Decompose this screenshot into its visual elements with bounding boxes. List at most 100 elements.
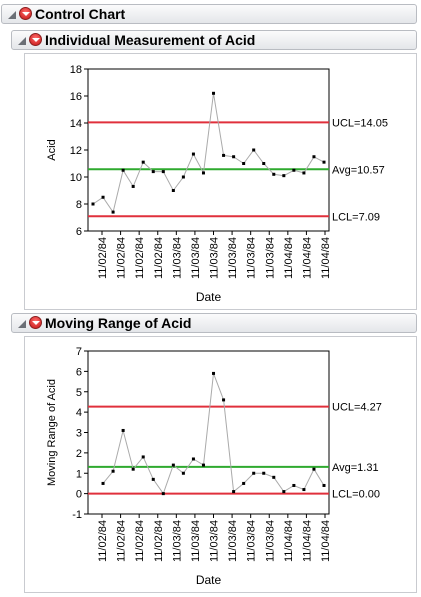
x-tick-label: 11/04/84 <box>283 520 295 562</box>
red-triangle-menu-icon[interactable] <box>19 7 32 20</box>
data-point <box>151 477 155 481</box>
data-point <box>101 195 105 199</box>
data-point <box>111 469 115 473</box>
x-tick-label: 11/03/84 <box>227 237 239 279</box>
x-tick-label: 11/04/84 <box>301 237 313 279</box>
data-point <box>242 162 246 165</box>
data-point <box>262 162 266 165</box>
data-point <box>222 398 226 402</box>
x-tick-label: 11/03/84 <box>246 520 258 562</box>
avg-label: Avg=1.31 <box>332 462 379 474</box>
x-tick-label: 11/04/84 <box>320 520 332 562</box>
data-point <box>212 91 216 95</box>
y-tick-label: 7 <box>76 346 82 358</box>
y-tick-label: 12 <box>70 145 82 157</box>
report-header-bar: Control Chart <box>1 4 417 24</box>
data-point <box>232 490 236 494</box>
x-tick-label: 11/03/84 <box>264 520 276 562</box>
x-tick-label: 11/02/84 <box>134 520 146 562</box>
data-point <box>131 467 135 471</box>
data-point <box>322 160 326 164</box>
data-point <box>171 463 175 467</box>
data-point <box>252 471 256 475</box>
data-point <box>171 189 175 192</box>
ucl-label: UCL=4.27 <box>332 402 382 414</box>
data-point <box>181 175 185 179</box>
y-tick-label: 6 <box>76 226 82 238</box>
y-tick-label: 6 <box>76 366 82 378</box>
x-tick-label: 11/02/84 <box>153 237 165 279</box>
x-axis-label: Date <box>196 573 222 587</box>
avg-label: Avg=10.57 <box>332 164 385 176</box>
plot-frame <box>87 350 330 515</box>
data-point <box>212 371 216 375</box>
data-point <box>272 475 276 479</box>
x-tick-label: 11/03/84 <box>209 520 221 562</box>
x-tick-label: 11/03/84 <box>171 237 183 279</box>
data-point <box>312 155 316 159</box>
data-point <box>151 170 155 174</box>
data-point <box>262 471 266 475</box>
x-tick-label: 11/02/84 <box>116 237 128 279</box>
x-tick-label: 11/04/84 <box>301 520 313 562</box>
x-tick-label: 11/03/84 <box>171 520 183 562</box>
x-tick-label: 11/03/84 <box>227 520 239 562</box>
x-tick-label: 11/02/84 <box>97 520 109 562</box>
y-tick-label: 14 <box>70 118 82 130</box>
series-line <box>102 373 325 495</box>
data-point <box>242 481 246 485</box>
y-tick-label: 18 <box>70 64 82 76</box>
data-point <box>201 463 205 467</box>
x-tick-label: 11/04/84 <box>283 237 295 279</box>
lcl-label: LCL=0.00 <box>332 489 380 501</box>
chart1-panel <box>24 53 417 310</box>
x-tick-label: 11/04/84 <box>320 237 332 279</box>
x-tick-label: 11/03/84 <box>190 237 202 279</box>
chart2-title: Moving Range of Acid <box>45 315 192 331</box>
red-triangle-menu-icon[interactable] <box>29 316 42 329</box>
red-triangle-menu-icon[interactable] <box>29 33 42 46</box>
y-tick-label: 0 <box>76 489 82 501</box>
data-point <box>121 168 125 172</box>
data-point <box>131 184 135 188</box>
data-point <box>91 202 95 206</box>
x-tick-label: 11/03/84 <box>190 520 202 562</box>
data-point <box>161 492 165 496</box>
disclosure-triangle-icon[interactable] <box>18 37 26 45</box>
x-tick-label: 11/03/84 <box>264 237 276 279</box>
x-tick-label: 11/02/84 <box>153 520 165 562</box>
data-point <box>111 210 115 214</box>
data-point <box>222 153 226 157</box>
y-tick-label: 4 <box>76 407 82 419</box>
series-line <box>92 93 325 214</box>
data-point <box>141 455 145 459</box>
data-point <box>302 488 306 492</box>
data-point <box>232 155 236 159</box>
y-tick-label: 8 <box>76 199 82 211</box>
data-point <box>282 490 286 494</box>
data-point <box>161 170 165 174</box>
y-tick-label: 3 <box>76 428 82 440</box>
y-axis-label: Moving Range of Acid <box>46 379 58 486</box>
y-tick-label: 10 <box>70 172 82 184</box>
lcl-label: LCL=7.09 <box>332 211 380 223</box>
data-point <box>201 171 205 175</box>
chart1-title: Individual Measurement of Acid <box>45 32 256 48</box>
y-tick-label: -1 <box>72 509 82 521</box>
chart2-panel <box>24 336 417 593</box>
y-tick-label: 1 <box>76 468 82 480</box>
x-axis-label: Date <box>196 290 222 304</box>
disclosure-triangle-icon[interactable] <box>8 11 16 19</box>
data-point <box>181 471 185 475</box>
data-point <box>272 172 276 176</box>
y-tick-label: 16 <box>70 91 82 103</box>
x-tick-label: 11/02/84 <box>116 520 128 562</box>
data-point <box>282 174 286 178</box>
disclosure-triangle-icon[interactable] <box>18 320 26 328</box>
data-point <box>302 171 306 175</box>
report-title: Control Chart <box>35 6 126 22</box>
x-tick-label: 11/02/84 <box>134 237 146 279</box>
data-point <box>312 467 316 471</box>
